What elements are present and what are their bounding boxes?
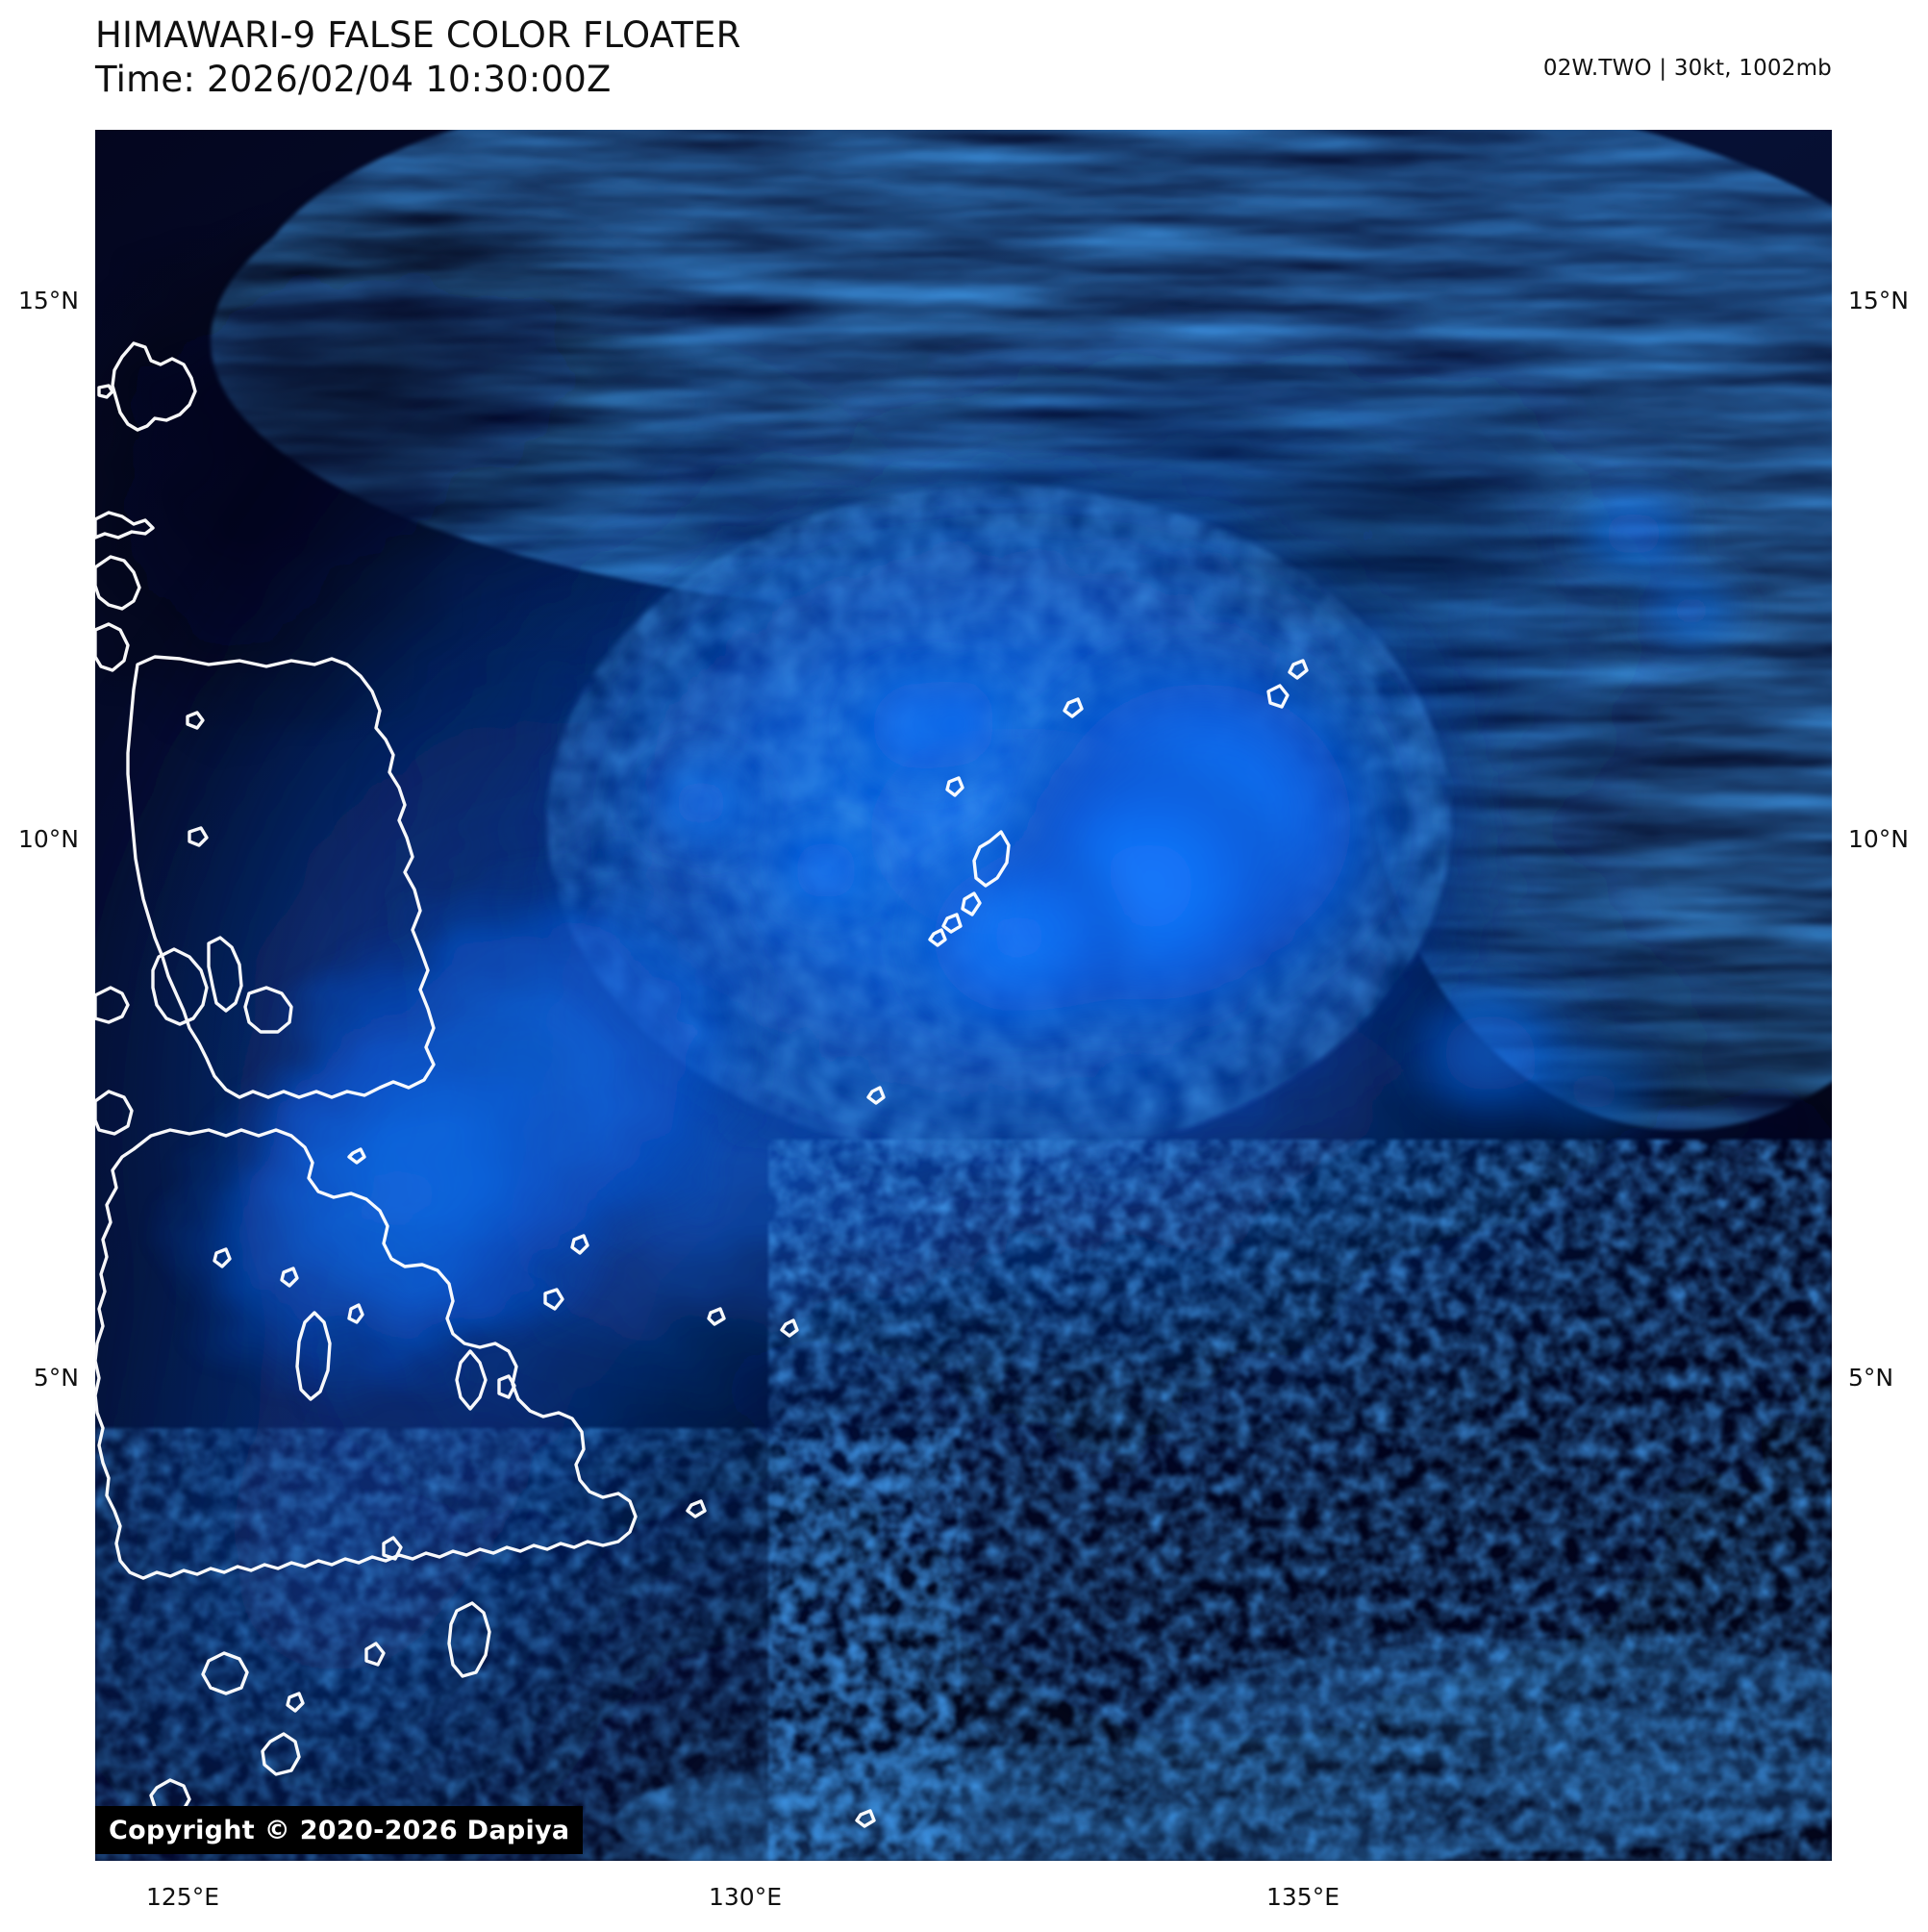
copyright-banner: Copyright © 2020-2026 Dapiya	[95, 1806, 584, 1854]
lon-tick-130e: 130°E	[708, 1883, 782, 1911]
page-title: HIMAWARI-9 FALSE COLOR FLOATER	[95, 14, 741, 56]
copyright-text: Copyright © 2020-2026 Dapiya	[109, 1815, 570, 1845]
lat-tick-right-15n: 15°N	[1848, 287, 1910, 314]
lat-tick-left-10n: 10°N	[17, 825, 79, 853]
lat-tick-right-10n: 10°N	[1848, 825, 1910, 853]
lat-tick-left-15n: 15°N	[17, 287, 79, 314]
coastline-overlay	[95, 341, 1309, 1828]
satellite-image-panel	[95, 130, 1832, 1861]
lat-tick-right-5n: 5°N	[1848, 1364, 1894, 1392]
header-title-block: HIMAWARI-9 FALSE COLOR FLOATER Time: 202…	[95, 13, 741, 102]
satellite-false-color-raster	[95, 130, 1832, 1861]
lon-tick-125e: 125°E	[145, 1883, 219, 1911]
storm-meta-label: 02W.TWO | 30kt, 1002mb	[1542, 56, 1832, 81]
lon-tick-135e: 135°E	[1265, 1883, 1340, 1911]
lat-tick-left-5n: 5°N	[33, 1364, 79, 1392]
timestamp-label: Time: 2026/02/04 10:30:00Z	[95, 59, 612, 100]
